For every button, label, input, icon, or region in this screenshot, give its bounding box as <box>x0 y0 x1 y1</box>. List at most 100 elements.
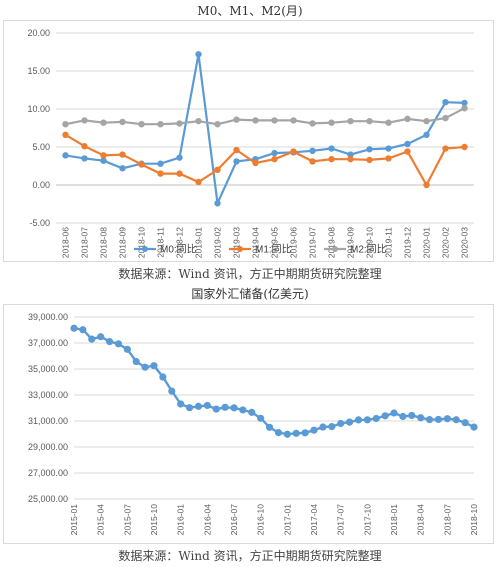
chart1-data-point <box>423 117 430 125</box>
chart1-data-point <box>195 51 202 58</box>
chart2-x-tick-label: 2016-07 <box>229 504 239 535</box>
chart2-x-tick-label: 2018-07 <box>442 504 452 535</box>
chart1-series-line-m2 <box>65 107 466 126</box>
chart2-data-point <box>443 415 451 423</box>
chart2-data-point <box>212 405 220 413</box>
chart1-data-point <box>157 170 164 177</box>
chart2-data-point <box>123 345 131 353</box>
chart2-x-tick-label: 2018-10 <box>469 504 479 535</box>
chart1-x-tick-label: 2019-04 <box>251 227 261 258</box>
chart2-data-point <box>292 429 300 437</box>
chart1-y-tick-label: 0.00 <box>32 180 50 190</box>
chart1-x-tick-label: 2019-08 <box>327 227 337 258</box>
chart2-data-point <box>301 429 309 437</box>
chart1-data-point <box>252 117 259 124</box>
chart1-data-point <box>81 155 88 162</box>
chart2-source-note: 数据来源：Wind 资讯，方正中期期货研究院整理 <box>118 549 382 563</box>
chart1-series-line-m1 <box>64 133 465 188</box>
chart2-y-tick-label: 35,000.00 <box>28 364 68 374</box>
chart1-x-tick-label: 2018-06 <box>61 227 71 258</box>
chart2-data-point <box>354 416 363 424</box>
chart1-data-point <box>233 146 240 154</box>
chart1-data-point <box>176 120 183 127</box>
chart2-x-tick-label: 2016-04 <box>202 504 212 535</box>
chart2-data-point <box>88 335 96 343</box>
chart1-x-tick-label: 2020-01 <box>422 227 432 258</box>
chart2-data-point <box>141 363 149 371</box>
chart1-x-tick-label: 2019-01 <box>194 227 204 258</box>
chart1-data-point <box>442 114 449 122</box>
chart1-data-point <box>119 118 126 126</box>
chart2-data-point <box>390 409 398 417</box>
chart2-data-point <box>319 423 327 431</box>
chart2-data-point <box>310 426 318 434</box>
chart2-data-point <box>408 411 416 420</box>
chart2-data-point <box>265 423 274 431</box>
chart1-legend-label: M0:同比 <box>160 244 197 256</box>
chart2-data-point <box>337 419 345 428</box>
chart1-data-point <box>404 115 411 123</box>
chart1-x-tick-label: 2019-09 <box>346 227 356 258</box>
chart1-data-point <box>366 146 373 153</box>
chart1-data-point <box>157 160 164 167</box>
chart2-x-tick-label: 2015-07 <box>122 504 132 535</box>
chart1-x-tick-label: 2019-03 <box>232 227 242 258</box>
chart2-frame: 25,000.00 27,000.00 29,000.00 31,000.00 33,0… <box>3 304 494 544</box>
chart2-y-tick-label: 39,000.00 <box>28 312 68 322</box>
chart2-data-point <box>168 387 176 395</box>
chart2-data-point <box>417 414 425 422</box>
chart1-data-point <box>442 98 449 106</box>
chart1-data-point <box>290 117 297 124</box>
chart1-x-tick-label: 2019-10 <box>365 227 375 258</box>
chart1-source-note: 数据来源：Wind 资讯，方正中期期货研究院整理 <box>118 267 382 281</box>
chart2-y-tick-label: 37,000.00 <box>28 338 68 348</box>
chart2-x-tick-label: 2017-07 <box>336 504 346 535</box>
chart1-data-point <box>461 99 468 107</box>
chart2-data-point <box>132 357 140 366</box>
chart1-data-point <box>62 152 69 159</box>
chart1-data-point <box>385 145 392 152</box>
chart1-data-point <box>119 151 126 158</box>
chart1-data-point <box>81 117 88 124</box>
chart1-data-point <box>328 119 335 126</box>
chart1-legend-marker <box>332 246 338 252</box>
chart2-data-point <box>274 429 283 437</box>
chart2-data-point <box>230 404 238 412</box>
chart1-x-tick-label: 2018-11 <box>156 227 166 258</box>
chart2-data-point <box>239 406 247 414</box>
chart2-x-tick-label: 2017-10 <box>362 504 372 535</box>
chart1-data-point <box>271 149 278 157</box>
chart1-legend-label: M2:同比 <box>350 244 387 256</box>
chart1-y-tick-label: 5.00 <box>32 142 50 152</box>
chart1-data-point <box>157 121 164 128</box>
chart2-data-point <box>159 373 167 381</box>
chart1-data-point <box>404 140 411 148</box>
chart1-frame: -5.00 0.00 5.00 10.00 15.00 20.00 2018-06 2018-… <box>3 20 494 262</box>
chart1-series-line-m0 <box>65 54 465 208</box>
chart2-data-point <box>194 402 203 410</box>
chart1-data-point <box>461 143 468 151</box>
chart2-x-tick-label: 2018-01 <box>389 504 399 535</box>
chart1-x-tick-label: 2018-08 <box>99 227 109 258</box>
chart2-series-line <box>73 327 475 436</box>
chart1-data-point <box>423 181 430 189</box>
chart1-x-tick-label: 2019-02 <box>213 227 223 258</box>
chart2-data-point <box>283 430 291 438</box>
chart1-data-point <box>328 155 335 163</box>
chart1-data-point <box>290 148 297 155</box>
chart1-data-point <box>81 143 88 150</box>
chart2-data-point <box>248 408 256 416</box>
chart1-title: M0、M1、M2(月) <box>197 4 303 18</box>
chart1-x-tick-label: 2019-06 <box>289 227 299 258</box>
chart2-x-tick-label: 2017-04 <box>309 504 319 535</box>
chart2-x-tick-label: 2015-04 <box>96 504 106 535</box>
chart2-x-tick-label: 2015-10 <box>149 504 159 535</box>
chart1-data-point <box>404 148 411 155</box>
chart1-data-point <box>176 154 183 161</box>
chart2-data-point <box>257 414 265 422</box>
chart1-data-point <box>328 145 335 152</box>
chart1-data-point <box>442 145 449 152</box>
chart1-data-point <box>385 155 392 162</box>
chart1-data-point <box>271 155 278 163</box>
chart1-plot: -5.00 0.00 5.00 10.00 15.00 20.00 2018-06 2018-… <box>27 28 474 258</box>
